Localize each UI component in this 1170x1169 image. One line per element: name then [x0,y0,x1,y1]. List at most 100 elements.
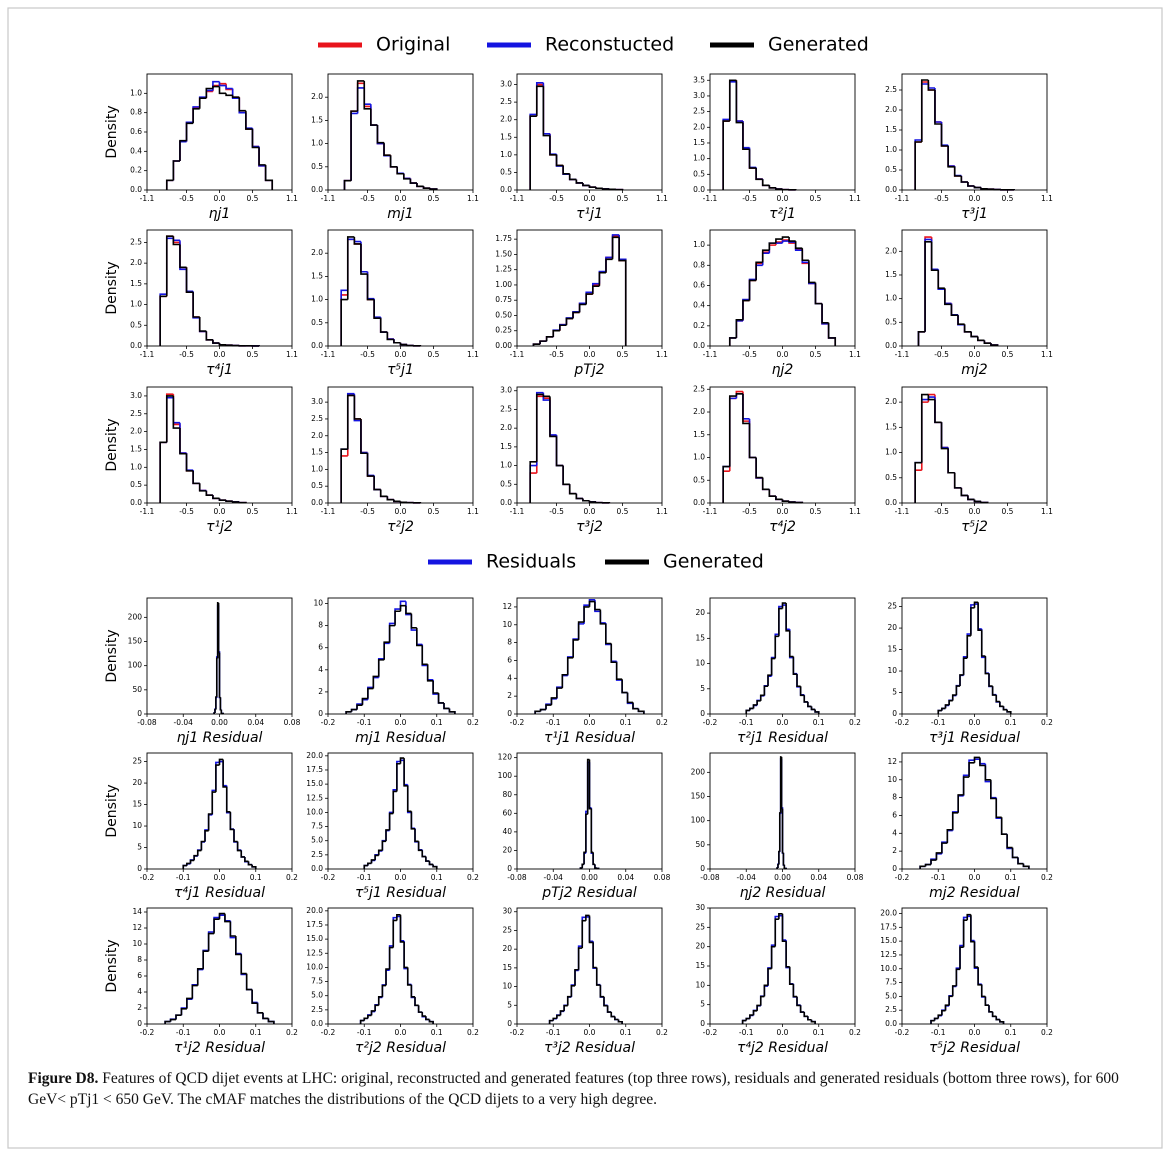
plot-frame [709,386,856,504]
y-axis-label: Density [104,105,120,158]
histogram-step [414,996,419,1007]
histogram-step [421,1012,426,1017]
y-tick-label: 0.0 [130,185,142,194]
histogram-step [930,239,939,271]
x-tick-label: 0.0 [584,194,596,203]
histogram-step [394,610,401,626]
histogram-step [568,173,577,181]
y-tick-label: 0.6 [693,280,705,289]
histogram-step [185,453,194,472]
histogram-step [549,396,557,438]
histogram-step [735,319,743,338]
histogram-step [582,498,590,502]
histogram-step [235,937,242,955]
histogram-step [941,841,948,854]
y-tick-label: 1.0 [311,295,323,304]
x-tick-label: -0.5 [549,507,564,516]
x-tick-label: 0.0 [214,194,226,203]
x-tick-label: 0.0 [584,350,596,359]
y-tick-label: 25 [132,757,142,766]
panel: 0.0 0.5 1.0 1.5 2.0 2.5 3.0 -1.1 -0.5 0.0 0.5 1.1 [500,386,668,516]
histogram-step [555,436,564,467]
x-tick-label: 0.2 [849,1028,861,1037]
y-tick-label: 14 [132,907,142,916]
histogram-step [360,418,368,454]
histogram-step [377,657,385,678]
y-tick-label: 10 [132,939,142,948]
y-tick-label: 0.0 [500,498,512,507]
y-tick-label: 0.0 [885,498,897,507]
histogram-step [951,985,957,997]
y-tick-label: 2 [137,1003,142,1012]
plot-frame [901,752,1048,870]
histogram-step [159,295,167,346]
histogram-step [212,339,220,344]
y-tick-label: 5.0 [311,836,323,845]
histogram-step [402,173,411,180]
histogram-step [728,79,737,122]
histogram-step [768,185,776,189]
histogram-step [940,122,949,147]
histogram-step [585,914,590,921]
histogram-step [924,238,932,332]
y-tick-label: 20 [695,942,705,951]
histogram-step [417,841,423,852]
histogram-step [735,80,743,124]
histogram-step [930,241,939,272]
y-tick-label: 10 [313,599,323,608]
histogram-step [377,996,383,1006]
histogram-step [383,143,391,156]
histogram-step [198,97,207,109]
histogram-step [366,271,375,300]
panel: 0.0 2.5 5.0 7.5 10.0 12.5 15.0 17.5 20.0 -0.2 -0.1… [306,906,479,1037]
histogram-step [198,317,207,333]
histogram-step [264,164,274,190]
histogram-step [742,299,750,321]
histogram-step [367,1014,372,1019]
y-tick-label: 1.0 [885,145,897,154]
plot-frame [146,73,293,191]
caption: Figure D8. Features of QCD dijet events … [28,1068,1140,1110]
histogram-step [414,828,419,843]
x-tick-label: 0.0 [395,1028,407,1037]
histogram-step [392,919,397,948]
histogram-step [934,399,942,424]
histogram-step [245,112,253,130]
histogram-step [914,461,922,503]
histogram-step [995,1016,1000,1021]
caption-label: Figure D8. [28,1070,99,1087]
histogram-step [914,141,922,190]
plot-frame [327,73,474,191]
x-tick-label: -0.5 [934,350,949,359]
x-tick-label: 0.0 [395,350,407,359]
y-tick-label: 120 [498,753,513,762]
x-tick-label: -0.2 [895,718,910,727]
x-tick-label: -1.1 [510,507,525,516]
histogram-step [990,343,999,346]
histogram-step [728,395,737,467]
legend-label: Generated [663,551,764,573]
histogram-step [957,314,965,326]
y-tick-label: 5 [507,1000,512,1009]
histogram-step [165,179,174,190]
histogram-step [343,179,352,190]
histogram-step [172,395,180,429]
histogram-step [748,423,757,459]
histogram-step [379,318,388,333]
histogram-step [742,393,750,425]
histogram-step [991,1011,997,1018]
y-axis-label: Density [104,784,120,837]
histogram-step [393,499,401,503]
histogram-step [549,400,557,436]
plot-frame [146,229,293,347]
histogram-step [735,80,743,122]
histogram-step [599,609,606,625]
x-axis-label: τ²j1 [769,206,796,222]
histogram-step [256,1003,263,1014]
histogram-step [385,968,390,986]
histogram-step [356,87,365,114]
y-tick-label: 12 [887,757,897,766]
y-tick-label: 0 [318,709,323,718]
histogram-step [803,695,808,703]
histogram-step [1000,817,1008,835]
